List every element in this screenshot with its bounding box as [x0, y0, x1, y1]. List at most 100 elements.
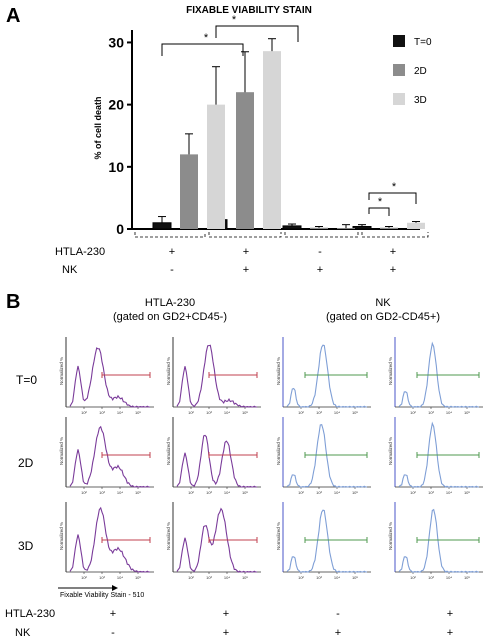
- histogram-tick-label: 10⁵: [135, 490, 141, 495]
- histogram-tick-label: 10⁵: [242, 575, 248, 580]
- y-axis-label: % of cell death: [93, 96, 103, 159]
- legend-label: 2D: [414, 66, 427, 77]
- group-bracket: [284, 232, 359, 238]
- histogram-tick-label: 10²: [81, 410, 87, 415]
- histogram-tick-label: 10³: [206, 575, 212, 580]
- bar: [282, 225, 302, 230]
- histogram-tick-label: 10⁴: [446, 410, 452, 415]
- flow-histogram: Normalized % 10² 10³ 10⁴ 10⁵: [166, 337, 261, 415]
- histogram-tick-label: 10⁵: [135, 410, 141, 415]
- histogram-y-label: Normalized %: [166, 522, 171, 550]
- histogram-tick-label: 10²: [188, 490, 194, 495]
- histogram-tick-label: 10²: [298, 575, 304, 580]
- histogram-tick-label: 10⁵: [352, 575, 358, 580]
- bar: [180, 154, 198, 229]
- histogram-tick-label: 10³: [316, 575, 322, 580]
- significance-star: *: [232, 14, 237, 26]
- histogram-curve: [176, 507, 257, 573]
- flow-histogram: Normalized % 10² 10³ 10⁴ 10⁵: [166, 502, 261, 580]
- histogram-tick-label: 10³: [428, 575, 434, 580]
- significance-star: *: [204, 32, 209, 44]
- sig-bracket-nk-3d: [368, 192, 417, 204]
- histogram-curve: [398, 421, 479, 488]
- histogram-tick-label: 10²: [81, 575, 87, 580]
- histogram-tick-label: 10³: [316, 490, 322, 495]
- bottom-nk-sign: -: [111, 627, 115, 639]
- nk-sign: +: [317, 264, 323, 276]
- chart-title: FIXABLE VIABILITY STAIN: [186, 5, 312, 16]
- histogram-y-label: Normalized %: [166, 357, 171, 385]
- group-bracket: [134, 232, 206, 238]
- histogram-tick-label: 10⁴: [224, 410, 230, 415]
- panel-a-letter: A: [6, 5, 20, 27]
- histogram-y-label: Normalized %: [388, 437, 393, 465]
- legend-swatch: [393, 64, 405, 76]
- group-bracket: [208, 232, 282, 238]
- bottom-htla-sign: -: [336, 608, 340, 620]
- histogram-curve: [176, 344, 257, 408]
- flow-histogram: Normalized % 10² 10³ 10⁴ 10⁵: [59, 417, 154, 495]
- histogram-y-label: Normalized %: [59, 522, 64, 550]
- bar: [337, 228, 355, 229]
- histogram-tick-label: 10³: [99, 410, 105, 415]
- legend: T=0 2D 3D: [393, 35, 432, 106]
- flow-histogram: Normalized % 10² 10³ 10⁴ 10⁵: [276, 502, 371, 580]
- histogram-tick-label: 10³: [206, 490, 212, 495]
- histogram-tick-label: 10⁴: [446, 490, 452, 495]
- legend-label: T=0: [414, 37, 432, 48]
- histogram-curve: [398, 341, 479, 408]
- histogram-tick-label: 10⁵: [464, 575, 470, 580]
- header-nk-gating: (gated on GD2-CD45+): [326, 311, 440, 323]
- histogram-tick-label: 10⁵: [464, 490, 470, 495]
- bar: [263, 51, 281, 229]
- flow-histogram: Normalized % 10² 10³ 10⁴ 10⁵: [388, 502, 483, 580]
- histogram-y-label: Normalized %: [166, 437, 171, 465]
- axis-arrow-head: [112, 585, 118, 591]
- htla-sign: +: [169, 246, 175, 258]
- bar: [380, 227, 398, 229]
- histogram-curve: [69, 506, 150, 573]
- bottom-label-htla: HTLA-230: [5, 608, 55, 620]
- flow-histogram: Normalized % 10² 10³ 10⁴ 10⁵: [166, 417, 261, 495]
- nk-sign: +: [243, 264, 249, 276]
- flow-x-axis-label: Fixable Viability Stain - 510: [60, 592, 144, 599]
- bar: [152, 222, 172, 230]
- bottom-htla-sign: +: [110, 608, 116, 620]
- legend-swatch: [393, 93, 405, 105]
- histogram-tick-label: 10⁴: [334, 490, 340, 495]
- bar: [310, 227, 328, 229]
- histogram-tick-label: 10⁴: [334, 575, 340, 580]
- sig-bracket-nk-2d: [368, 207, 390, 216]
- histogram-curve: [286, 423, 367, 488]
- panel-b-letter: B: [6, 291, 20, 313]
- bottom-htla-sign: +: [223, 608, 229, 620]
- y-tick-label: 30: [108, 34, 124, 50]
- bottom-label-nk: NK: [15, 627, 31, 639]
- histogram-y-label: Normalized %: [388, 522, 393, 550]
- flow-histogram: Normalized % 10² 10³ 10⁴ 10⁵: [59, 337, 154, 415]
- flow-histogram: Normalized % 10² 10³ 10⁴ 10⁵: [276, 337, 371, 415]
- histogram-y-label: Normalized %: [388, 357, 393, 385]
- row-label-3d: 3D: [18, 539, 34, 553]
- row-label-2d: 2D: [18, 456, 34, 470]
- group-bracket: [361, 232, 429, 238]
- histogram-tick-label: 10⁴: [117, 490, 123, 495]
- histogram-y-label: Normalized %: [276, 357, 281, 385]
- flow-histogram: Normalized % 10² 10³ 10⁴ 10⁵: [276, 417, 371, 495]
- bottom-nk-sign: +: [223, 627, 229, 639]
- htla-sign: +: [243, 246, 249, 258]
- bar: [352, 226, 372, 230]
- histogram-tick-label: 10³: [316, 410, 322, 415]
- flow-histogram: Normalized % 10² 10³ 10⁴ 10⁵: [388, 337, 483, 415]
- histogram-tick-label: 10²: [298, 410, 304, 415]
- histogram-tick-label: 10²: [410, 575, 416, 580]
- histogram-tick-label: 10²: [188, 575, 194, 580]
- histogram-tick-label: 10⁵: [242, 410, 248, 415]
- histogram-tick-label: 10²: [410, 490, 416, 495]
- flow-histogram: Normalized % 10² 10³ 10⁴ 10⁵: [59, 502, 154, 580]
- x-condition-table: HTLA-230 NK + + - + - + + +: [55, 232, 429, 276]
- histogram-tick-label: 10⁴: [117, 575, 123, 580]
- histogram-tick-label: 10⁵: [242, 490, 248, 495]
- bar: [236, 92, 254, 229]
- row-label-t0: T=0: [16, 373, 37, 387]
